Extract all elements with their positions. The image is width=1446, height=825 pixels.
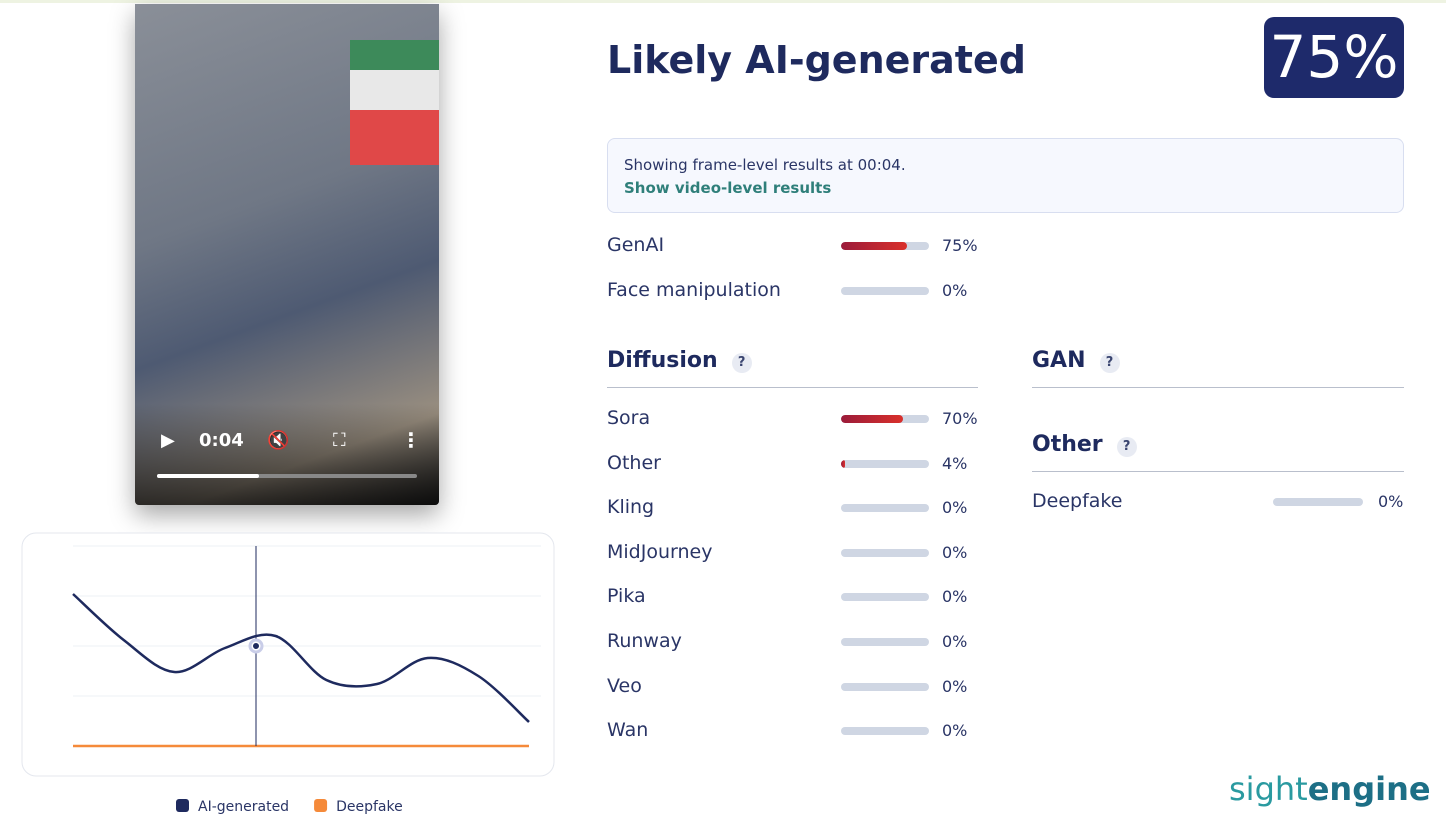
row-label: Kling — [607, 496, 655, 519]
menu-button[interactable]: ⋮ — [401, 428, 421, 452]
row-value: 0% — [942, 587, 968, 607]
bar — [841, 415, 903, 423]
bar-track — [841, 638, 929, 646]
flag — [350, 110, 439, 165]
top-bar — [0, 0, 1446, 3]
row-label: Deepfake — [1032, 490, 1123, 512]
section-title: GAN — [1032, 348, 1086, 373]
video-time: 0:04 — [199, 430, 244, 451]
bar-track — [841, 287, 929, 295]
row-value: 0% — [942, 676, 968, 696]
row-label: Veo — [607, 674, 642, 697]
row-label: Wan — [607, 719, 649, 742]
row-value: 70% — [942, 409, 978, 428]
progress-fill — [157, 474, 259, 478]
bar — [841, 242, 907, 250]
row-value: 0% — [942, 281, 968, 300]
section-rule — [1032, 471, 1404, 472]
row-value: 4% — [942, 453, 968, 473]
controls-shade — [135, 404, 439, 505]
row-label: Pika — [607, 585, 646, 608]
bar-track — [841, 727, 929, 736]
row-label: Sora — [607, 407, 651, 429]
row-value: 0% — [942, 721, 968, 741]
row-label: GenAI — [607, 234, 665, 256]
row-label: Face manipulation — [607, 279, 781, 301]
logo-part: engine — [1307, 770, 1431, 808]
flag — [350, 40, 439, 70]
row-label: MidJourney — [607, 540, 713, 563]
row-label: Other — [607, 451, 661, 474]
logo: sightengine — [1229, 770, 1431, 808]
help-icon[interactable]: ? — [1099, 353, 1120, 373]
help-icon[interactable]: ? — [731, 353, 752, 373]
result-title: Likely AI-generated — [607, 38, 1026, 82]
flag — [350, 70, 439, 110]
section-title: Diffusion — [607, 348, 718, 373]
info-box: Showing frame-level results at 00:04. Sh… — [607, 138, 1404, 213]
bar — [841, 459, 845, 468]
progress-track[interactable] — [157, 474, 417, 478]
legend-swatch — [176, 799, 189, 812]
bar-track — [841, 682, 929, 691]
score-badge: 75% — [1264, 17, 1404, 98]
row-value: 0% — [942, 542, 968, 562]
row-value: 0% — [942, 498, 968, 518]
bar-track — [841, 459, 929, 468]
timeline-chart: AI-generated Deepfake — [21, 532, 555, 815]
cursor-dot — [253, 643, 259, 649]
legend-swatch — [314, 799, 328, 812]
info-text: Showing frame-level results at 00:04. — [624, 156, 906, 174]
play-button[interactable]: ▶ — [161, 430, 175, 451]
row-value: 0% — [1378, 492, 1404, 511]
row-value: 75% — [942, 236, 978, 255]
legend-label: Deepfake — [336, 799, 403, 815]
logo-part: sight — [1229, 770, 1308, 808]
bar-track — [841, 548, 929, 557]
mute-button[interactable]: 🔇 — [267, 430, 290, 451]
chart-frame — [21, 532, 555, 777]
section-rule — [1032, 387, 1404, 388]
fullscreen-button[interactable]: ⛶ — [333, 430, 346, 451]
series-line — [72, 593, 530, 723]
help-icon[interactable]: ? — [1116, 437, 1137, 457]
video-player[interactable]: ▶ 0:04 🔇 ⛶ ⋮ — [135, 4, 439, 505]
row-value: 0% — [942, 632, 968, 651]
video-level-link[interactable]: Show video-level results — [624, 179, 832, 197]
legend-label: AI-generated — [198, 799, 289, 815]
bar-track — [841, 593, 929, 602]
bar-track — [841, 242, 929, 250]
bar-track — [841, 415, 929, 423]
bar-track — [1273, 498, 1363, 506]
section-rule — [607, 387, 978, 388]
bar-track — [841, 504, 929, 513]
row-label: Runway — [607, 630, 682, 652]
section-title: Other — [1032, 432, 1103, 457]
